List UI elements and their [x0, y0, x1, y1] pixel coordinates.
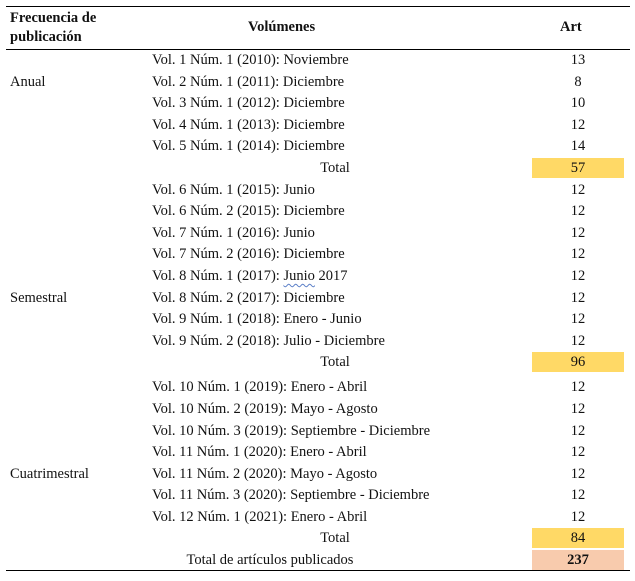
- header-rule: [6, 49, 630, 50]
- table-row: Vol. 1 Núm. 1 (2010): Noviembre 13: [0, 50, 635, 72]
- table-row: Vol. 4 Núm. 1 (2013): Diciembre 12: [0, 115, 635, 137]
- articles-cell: 57: [532, 157, 624, 178]
- volume-cell: Vol. 8 Núm. 2 (2017): Diciembre: [152, 289, 345, 306]
- table-row: Vol. 5 Núm. 1 (2014): Diciembre 14: [0, 136, 635, 158]
- articles-cell: 13: [570, 52, 586, 68]
- top-rule: [6, 6, 630, 7]
- articles-cell: 12: [570, 203, 586, 220]
- grand-total-row: Total de artículos publicados 237: [0, 550, 635, 572]
- table-row: Vol. 6 Núm. 1 (2015): Junio 12: [0, 180, 635, 202]
- articles-cell: 12: [570, 444, 586, 461]
- table-row: Vol. 10 Núm. 3 (2019): Septiembre - Dici…: [0, 421, 635, 443]
- articles-cell: 12: [570, 289, 586, 306]
- volume-cell: Vol. 10 Núm. 2 (2019): Mayo - Agosto: [152, 400, 378, 417]
- table-row: Vol. 8 Núm. 1 (2017): Junio 2017 12: [0, 266, 635, 288]
- volume-cell: Vol. 4 Núm. 1 (2013): Diciembre: [152, 116, 345, 133]
- header-frequency-line1: Frecuencia de: [10, 10, 97, 26]
- volume-cell: Vol. 7 Núm. 1 (2016): Junio: [152, 224, 315, 241]
- volume-cell: Vol. 5 Núm. 1 (2014): Diciembre: [152, 138, 345, 155]
- table-row: Vol. 9 Núm. 2 (2018): Julio - Diciembre 1…: [0, 331, 635, 353]
- volume-cell: Vol. 1 Núm. 1 (2010): Noviembre: [152, 52, 349, 68]
- header-volumes: Volúmenes: [248, 19, 316, 35]
- volume-cell: Vol. 11 Núm. 2 (2020): Mayo - Agosto: [152, 465, 378, 482]
- volume-cell: Vol. 6 Núm. 2 (2015): Diciembre: [152, 203, 345, 220]
- table-row: Vol. 11 Núm. 1 (2020): Enero - Abril 12: [0, 442, 635, 464]
- volume-cell: Vol. 7 Núm. 2 (2016): Diciembre: [152, 246, 345, 263]
- frequency-cell: Semestral: [10, 289, 68, 306]
- table-row: Vol. 10 Núm. 1 (2019): Enero - Abril 12: [0, 374, 635, 399]
- table-row: Vol. 7 Núm. 1 (2016): Junio 12: [0, 223, 635, 245]
- volume-cell: Vol. 9 Núm. 2 (2018): Julio - Diciembre: [152, 332, 385, 349]
- table-row: Vol. 10 Núm. 2 (2019): Mayo - Agosto 12: [0, 399, 635, 421]
- header-frequency: Frecuencia de publicación: [10, 9, 96, 47]
- volume-cell: Vol. 10 Núm. 1 (2019): Enero - Abril: [152, 378, 368, 395]
- articles-cell: 12: [570, 246, 586, 263]
- articles-cell: 14: [570, 138, 586, 155]
- spellcheck-underline: Junio: [283, 267, 315, 284]
- articles-cell: 12: [570, 508, 586, 525]
- articles-cell: 10: [570, 95, 586, 112]
- articles-cell: 12: [570, 224, 586, 241]
- table-row: Semestral Vol. 8 Núm. 2 (2017): Diciembre…: [0, 288, 635, 310]
- articles-cell: 8: [574, 73, 582, 90]
- articles-cell: 12: [570, 422, 586, 439]
- table-row: Anual Vol. 2 Núm. 1 (2011): Diciembre 8: [0, 72, 635, 94]
- bottom-rule: [6, 570, 630, 571]
- table-row: Vol. 6 Núm. 2 (2015): Diciembre 12: [0, 201, 635, 223]
- table-row: Vol. 9 Núm. 1 (2018): Enero - Junio 12: [0, 309, 635, 331]
- table-row: Vol. 11 Núm. 3 (2020): Septiembre - Dici…: [0, 485, 635, 507]
- frequency-cell: Cuatrimestral: [10, 465, 89, 482]
- volume-cell: Total: [320, 530, 350, 547]
- volume-cell: Total: [320, 159, 350, 176]
- volume-cell: Total de artículos publicados: [186, 552, 354, 569]
- volume-cell: Vol. 8 Núm. 1 (2017): Junio 2017: [152, 267, 348, 284]
- table-row: Vol. 3 Núm. 1 (2012): Diciembre 10: [0, 93, 635, 115]
- articles-cell: 237: [532, 550, 624, 571]
- articles-cell: 96: [532, 352, 624, 373]
- frequency-cell: Anual: [10, 73, 46, 90]
- table-row: Vol. 7 Núm. 2 (2016): Diciembre 12: [0, 244, 635, 266]
- articles-cell: 12: [570, 181, 586, 198]
- volume-cell: Vol. 10 Núm. 3 (2019): Septiembre - Dici…: [152, 422, 430, 439]
- volume-cell: Vol. 11 Núm. 1 (2020): Enero - Abril: [152, 444, 367, 461]
- volume-cell: Total: [320, 354, 350, 371]
- articles-cell: 12: [570, 116, 586, 133]
- articles-cell: 12: [570, 378, 586, 395]
- subtotal-row: Total 57: [0, 157, 635, 180]
- articles-cell: 12: [570, 400, 586, 417]
- volume-cell: Vol. 9 Núm. 1 (2018): Enero - Junio: [152, 311, 362, 328]
- volume-cell: Vol. 2 Núm. 1 (2011): Diciembre: [152, 73, 345, 90]
- volume-cell: Vol. 11 Núm. 3 (2020): Septiembre - Dici…: [152, 487, 430, 504]
- volume-cell: Vol. 3 Núm. 1 (2012): Diciembre: [152, 95, 345, 112]
- articles-cell: 12: [570, 487, 586, 504]
- articles-cell: 12: [570, 267, 586, 284]
- articles-cell: 12: [570, 332, 586, 349]
- volume-cell: Vol. 12 Núm. 1 (2021): Enero - Abril: [152, 508, 368, 525]
- articles-cell: 12: [570, 311, 586, 328]
- header-art: Art: [560, 19, 582, 35]
- table-row: Vol. 12 Núm. 1 (2021): Enero - Abril 12: [0, 507, 635, 529]
- table-body: Vol. 1 Núm. 1 (2010): Noviembre 13 Anual Vo…: [0, 50, 635, 572]
- subtotal-row: Total 84: [0, 528, 635, 550]
- articles-cell: 84: [532, 528, 624, 549]
- table-row: Cuatrimestral Vol. 11 Núm. 2 (2020): Mayo…: [0, 464, 635, 486]
- subtotal-row: Total 96: [0, 352, 635, 374]
- volume-cell: Vol. 6 Núm. 1 (2015): Junio: [152, 181, 315, 198]
- articles-cell: 12: [570, 465, 586, 482]
- header-frequency-line2: publicación: [10, 29, 82, 45]
